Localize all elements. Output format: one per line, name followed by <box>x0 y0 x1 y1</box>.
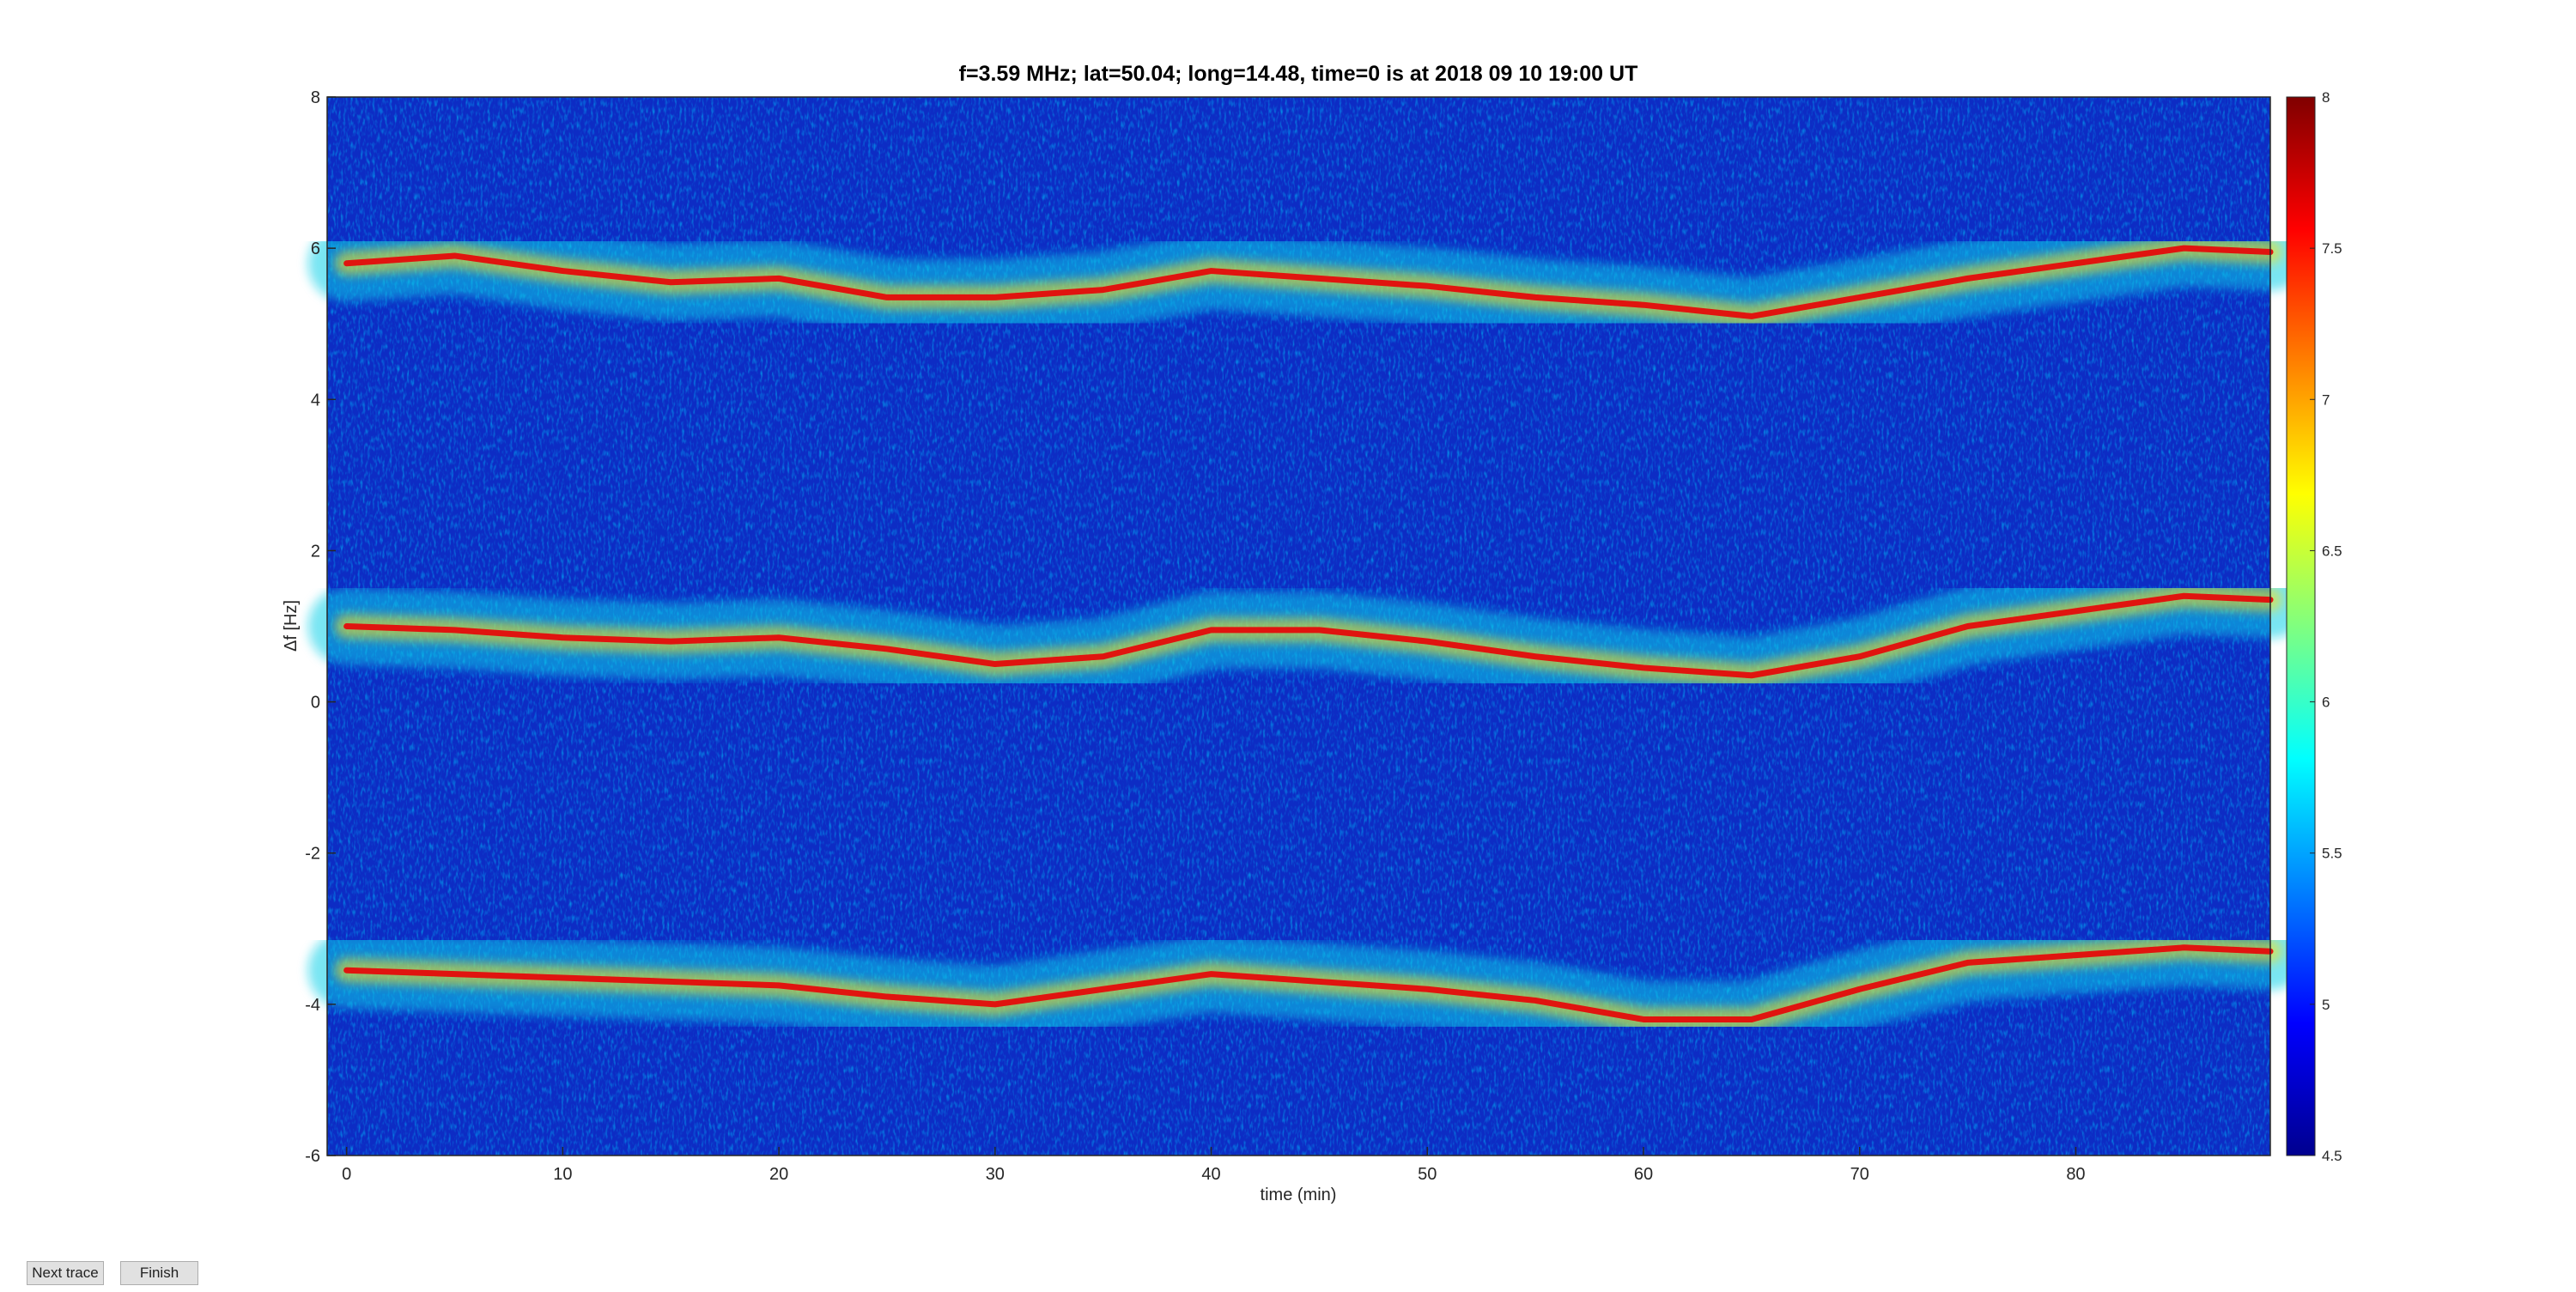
colorbar-tick-label: 8 <box>2322 89 2330 106</box>
x-axis-label: time (min) <box>1261 1186 1337 1204</box>
colorbar-tick-label: 5.5 <box>2322 846 2342 862</box>
chart-title: f=3.59 MHz; lat=50.04; long=14.48, time=… <box>959 62 1638 86</box>
y-tick-label: 6 <box>311 240 320 258</box>
x-tick-label: 0 <box>342 1165 351 1184</box>
colorbar-tick-label: 7.5 <box>2322 240 2342 257</box>
y-tick-label: -4 <box>305 996 320 1015</box>
y-tick-label: 4 <box>311 391 320 409</box>
y-tick-label: -2 <box>305 845 320 864</box>
colorbar <box>2286 96 2316 1156</box>
trace <box>343 944 2274 1022</box>
y-tick-label: 2 <box>311 542 320 561</box>
colorbar-tick-label: 6.5 <box>2322 543 2342 559</box>
plot-frame <box>326 96 2271 1156</box>
y-tick-label: 8 <box>311 88 320 107</box>
x-tick-label: 10 <box>553 1165 572 1184</box>
x-tick-label: 20 <box>769 1165 788 1184</box>
x-tick-label: 50 <box>1418 1165 1437 1184</box>
button[interactable]: Finish <box>120 1261 198 1285</box>
x-tick-label: 60 <box>1634 1165 1653 1184</box>
colorbar-tick-label: 6 <box>2322 695 2330 711</box>
trace <box>343 245 2274 319</box>
x-tick-label: 30 <box>986 1165 1005 1184</box>
y-tick-label: -6 <box>305 1147 320 1166</box>
colorbar-tick-label: 7 <box>2322 391 2330 408</box>
trace <box>343 592 2274 679</box>
x-tick-label: 40 <box>1201 1165 1220 1184</box>
button[interactable]: Next trace <box>27 1261 104 1285</box>
x-tick-label: 70 <box>1850 1165 1869 1184</box>
y-tick-label: 0 <box>311 694 320 713</box>
x-tick-label: 80 <box>2066 1165 2085 1184</box>
figure: f=3.59 MHz; lat=50.04; long=14.48, time=… <box>282 62 2342 1204</box>
y-axis-label: Δf [Hz] <box>282 600 301 652</box>
colorbar-tick-label: 5 <box>2322 997 2330 1013</box>
colorbar-tick-label: 4.5 <box>2322 1148 2342 1164</box>
